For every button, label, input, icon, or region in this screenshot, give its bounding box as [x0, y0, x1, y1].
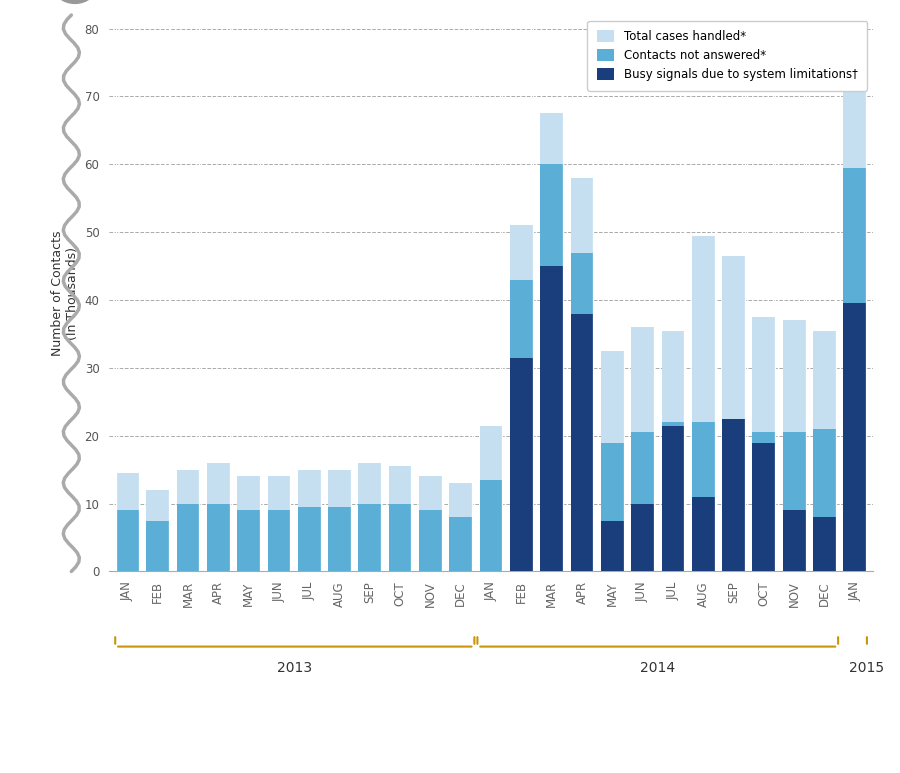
- Bar: [510, 280, 533, 358]
- Bar: [601, 351, 624, 442]
- Bar: [328, 470, 351, 507]
- Bar: [631, 432, 654, 503]
- Bar: [419, 510, 442, 571]
- Bar: [752, 432, 775, 442]
- Bar: [692, 422, 715, 497]
- Bar: [449, 517, 473, 571]
- Bar: [267, 510, 291, 571]
- Bar: [692, 236, 715, 422]
- Bar: [449, 483, 473, 517]
- Bar: [116, 510, 139, 571]
- Bar: [722, 256, 745, 419]
- Legend: Total cases handled*, Contacts not answered*, Busy signals due to system limitat: Total cases handled*, Contacts not answe…: [587, 21, 867, 90]
- Bar: [480, 480, 502, 571]
- Bar: [813, 429, 836, 517]
- Bar: [752, 317, 775, 432]
- Bar: [843, 87, 866, 168]
- Bar: [662, 426, 684, 571]
- Bar: [238, 510, 260, 571]
- Bar: [298, 470, 320, 507]
- Bar: [358, 503, 382, 571]
- Y-axis label: Number of Contacts
(In Thousands): Number of Contacts (In Thousands): [51, 230, 79, 356]
- Text: 2015: 2015: [850, 660, 885, 675]
- Bar: [540, 266, 563, 571]
- Bar: [601, 442, 624, 520]
- Bar: [176, 470, 199, 503]
- Bar: [843, 168, 866, 304]
- Text: 2013: 2013: [277, 660, 312, 675]
- Bar: [389, 503, 411, 571]
- Bar: [783, 432, 806, 510]
- Bar: [358, 463, 382, 503]
- Bar: [540, 114, 563, 165]
- Bar: [510, 226, 533, 280]
- Bar: [419, 476, 442, 510]
- Bar: [722, 365, 745, 571]
- Bar: [116, 473, 139, 510]
- Bar: [601, 520, 624, 571]
- Bar: [480, 426, 502, 480]
- Bar: [510, 358, 533, 571]
- Bar: [238, 476, 260, 510]
- Bar: [147, 490, 169, 520]
- Bar: [843, 304, 866, 571]
- Bar: [631, 327, 654, 432]
- Bar: [783, 320, 806, 432]
- Bar: [298, 507, 320, 571]
- Bar: [571, 314, 593, 571]
- Bar: [389, 466, 411, 503]
- Bar: [328, 507, 351, 571]
- Bar: [207, 463, 230, 503]
- Text: 2014: 2014: [640, 660, 675, 675]
- Bar: [692, 497, 715, 571]
- Bar: [207, 503, 230, 571]
- Bar: [571, 178, 593, 253]
- Bar: [147, 520, 169, 571]
- Bar: [783, 510, 806, 571]
- Bar: [813, 517, 836, 571]
- Bar: [662, 331, 684, 422]
- Bar: [571, 253, 593, 314]
- Bar: [540, 165, 563, 266]
- Bar: [176, 503, 199, 571]
- Bar: [752, 442, 775, 571]
- Bar: [662, 422, 684, 426]
- Bar: [631, 503, 654, 571]
- Bar: [813, 331, 836, 429]
- Bar: [722, 365, 745, 419]
- Bar: [267, 476, 291, 510]
